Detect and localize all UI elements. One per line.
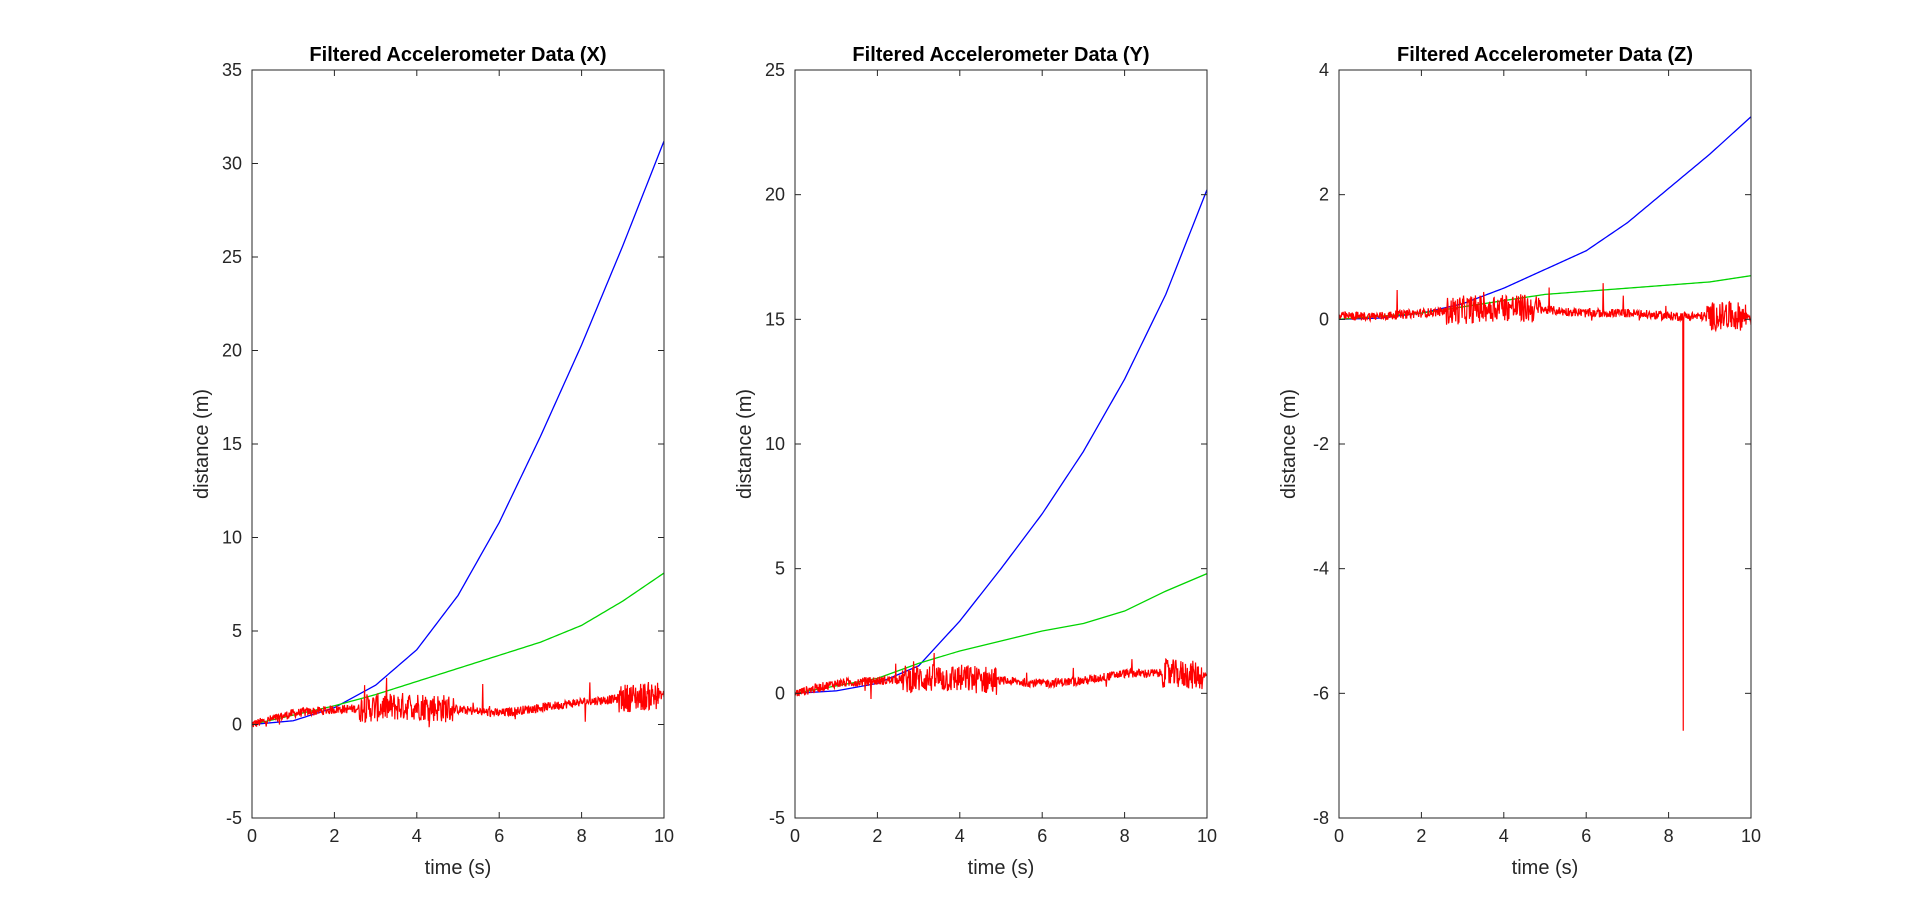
x-tick-label: 0 xyxy=(790,826,800,846)
series-group xyxy=(252,140,664,728)
y-tick-label: -4 xyxy=(1313,559,1329,579)
x-tick-label: 4 xyxy=(412,826,422,846)
y-tick-label: -8 xyxy=(1313,808,1329,828)
x-tick-label: 8 xyxy=(1664,826,1674,846)
x-tick-label: 0 xyxy=(247,826,257,846)
x-tick-label: 2 xyxy=(329,826,339,846)
axes-box xyxy=(1338,69,1752,819)
y-tick-label: 5 xyxy=(232,621,242,641)
y-tick-label: 15 xyxy=(765,309,785,329)
y-tick-label: 20 xyxy=(765,185,785,205)
x-tick-label: 2 xyxy=(872,826,882,846)
y-axis-label: distance (m) xyxy=(1278,389,1300,499)
y-tick-label: 25 xyxy=(222,247,242,267)
y-axis-label: distance (m) xyxy=(734,389,756,499)
series-line-1 xyxy=(252,140,664,726)
chart-title: Filtered Accelerometer Data (X) xyxy=(309,44,606,66)
series-group xyxy=(795,189,1207,699)
series-line-3 xyxy=(252,677,664,728)
y-tick-label: -5 xyxy=(226,808,242,828)
x-tick-label: 2 xyxy=(1416,826,1426,846)
chart-title: Filtered Accelerometer Data (Z) xyxy=(1397,44,1693,66)
x-tick-label: 6 xyxy=(494,826,504,846)
x-tick-label: 6 xyxy=(1581,826,1591,846)
x-tick-label: 10 xyxy=(654,826,674,846)
x-axis-label: time (s) xyxy=(968,857,1035,879)
x-tick-label: 0 xyxy=(1334,826,1344,846)
y-tick-label: 15 xyxy=(222,434,242,454)
y-tick-label: -6 xyxy=(1313,683,1329,703)
series-line-3 xyxy=(795,653,1207,699)
chart-title: Filtered Accelerometer Data (Y) xyxy=(852,44,1149,66)
y-tick-label: 25 xyxy=(765,60,785,80)
x-tick-label: 4 xyxy=(1499,826,1509,846)
y-tick-label: -2 xyxy=(1313,434,1329,454)
axes-box xyxy=(251,69,665,819)
axes-box xyxy=(794,69,1208,819)
chart-3: 0 2 4 6 8 10 -8 -6 -4 -2 0 2 4 Filtered Accelerometer… xyxy=(1278,44,1761,879)
series-line-3 xyxy=(1339,283,1751,731)
y-tick-label: 10 xyxy=(765,434,785,454)
series-line-1 xyxy=(795,189,1207,694)
series-group xyxy=(1339,116,1751,731)
y-tick-label: 35 xyxy=(222,60,242,80)
series-line-1 xyxy=(1339,116,1751,320)
y-tick-label: 10 xyxy=(222,528,242,548)
x-tick-label: 8 xyxy=(577,826,587,846)
y-tick-label: 5 xyxy=(775,559,785,579)
y-tick-label: 0 xyxy=(775,683,785,703)
x-tick-label: 10 xyxy=(1741,826,1761,846)
y-axis-label: distance (m) xyxy=(191,389,213,499)
y-tick-label: 20 xyxy=(222,341,242,361)
x-axis-label: time (s) xyxy=(425,857,492,879)
y-tick-label: 0 xyxy=(232,715,242,735)
y-tick-label: 4 xyxy=(1319,60,1329,80)
x-tick-label: 10 xyxy=(1197,826,1217,846)
y-tick-label: 0 xyxy=(1319,309,1329,329)
y-tick-label: -5 xyxy=(769,808,785,828)
x-tick-label: 4 xyxy=(955,826,965,846)
y-tick-label: 2 xyxy=(1319,185,1329,205)
x-axis-label: time (s) xyxy=(1512,857,1579,879)
y-tick-label: 30 xyxy=(222,154,242,174)
x-tick-label: 8 xyxy=(1120,826,1130,846)
x-tick-label: 6 xyxy=(1037,826,1047,846)
